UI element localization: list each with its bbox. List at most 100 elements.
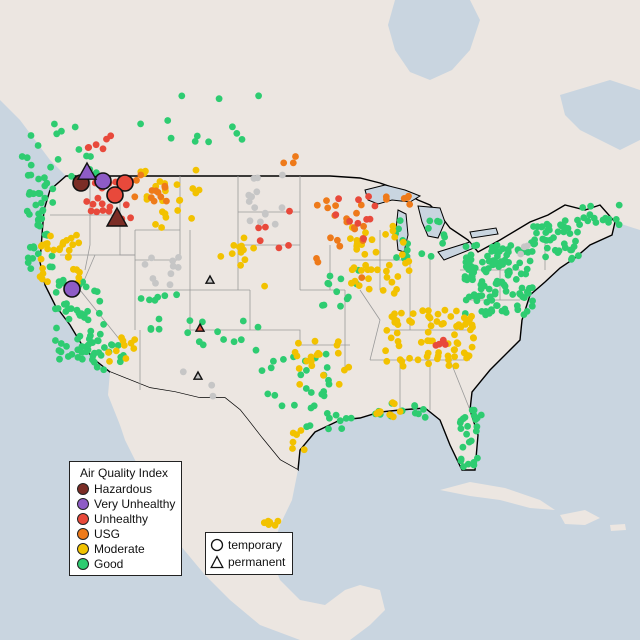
monitor-marker bbox=[336, 417, 344, 425]
monitor-marker bbox=[87, 153, 94, 160]
monitor-marker bbox=[35, 210, 42, 218]
monitor-marker bbox=[250, 244, 257, 252]
monitor-marker bbox=[415, 410, 422, 418]
usg-swatch bbox=[77, 528, 89, 540]
monitor-marker bbox=[332, 411, 340, 419]
monitor-marker bbox=[18, 153, 26, 160]
monitor-marker bbox=[252, 346, 260, 354]
monitor-marker bbox=[179, 368, 187, 376]
monitor-marker bbox=[154, 293, 162, 301]
monitor-marker bbox=[520, 243, 528, 251]
monitor-marker bbox=[137, 120, 145, 128]
monitor-marker bbox=[262, 223, 269, 231]
monitor-marker bbox=[176, 196, 184, 204]
monitor-marker bbox=[465, 352, 473, 360]
monitor-marker bbox=[238, 136, 246, 143]
monitor-marker bbox=[337, 302, 344, 310]
monitor-marker bbox=[289, 445, 296, 452]
monitor-marker bbox=[30, 190, 37, 198]
monitor-marker bbox=[34, 221, 42, 229]
monitor-marker bbox=[459, 415, 467, 423]
cuba-land bbox=[440, 482, 555, 510]
monitor-marker bbox=[255, 92, 262, 100]
monitor-marker bbox=[167, 270, 175, 278]
monitor-marker bbox=[229, 123, 236, 131]
monitor-marker bbox=[572, 237, 579, 245]
monitor-marker bbox=[332, 211, 340, 219]
monitor-marker bbox=[507, 242, 515, 249]
monitor-marker bbox=[560, 240, 568, 248]
monitor-marker bbox=[34, 216, 42, 224]
monitor-marker bbox=[24, 259, 32, 266]
monitor-marker bbox=[468, 312, 475, 320]
monitor-marker bbox=[39, 265, 46, 272]
monitor-marker bbox=[68, 172, 75, 180]
monitor-marker bbox=[271, 220, 279, 228]
monitor-marker bbox=[27, 132, 35, 139]
monitor-marker bbox=[167, 134, 175, 142]
monitor-marker bbox=[158, 224, 166, 231]
monitor-marker bbox=[34, 142, 42, 149]
legend-row-very-unhealthy: Very Unhealthy bbox=[77, 497, 175, 511]
monitor-marker bbox=[251, 204, 259, 212]
monitor-marker bbox=[389, 222, 397, 230]
monitor-marker bbox=[444, 352, 452, 360]
monitor-marker bbox=[484, 252, 491, 260]
legend-row-permanent: permanent bbox=[210, 554, 285, 570]
monitor-marker bbox=[90, 358, 98, 366]
monitor-marker bbox=[335, 380, 343, 388]
monitor-marker bbox=[105, 349, 112, 356]
monitor-marker bbox=[467, 326, 474, 334]
monitor-marker bbox=[53, 324, 60, 332]
monitor-marker bbox=[405, 267, 413, 274]
monitor-marker bbox=[325, 376, 332, 384]
monitor-marker bbox=[49, 185, 57, 193]
monitor-marker bbox=[155, 315, 163, 323]
monitor-marker bbox=[97, 351, 105, 359]
monitor-marker bbox=[355, 196, 362, 204]
monitor-marker bbox=[47, 163, 54, 171]
monitor-marker bbox=[156, 178, 164, 185]
monitor-marker bbox=[44, 245, 51, 253]
monitor-marker bbox=[122, 355, 130, 362]
monitor-marker bbox=[37, 199, 45, 207]
monitor-marker bbox=[391, 233, 399, 241]
monitor-marker bbox=[254, 174, 261, 182]
monitor-marker bbox=[46, 263, 54, 271]
monitor-marker bbox=[386, 411, 394, 419]
monitor-marker bbox=[209, 392, 217, 400]
legend-label-unhealthy: Unhealthy bbox=[94, 512, 149, 526]
monitor-marker bbox=[101, 344, 108, 351]
monitor-marker bbox=[383, 274, 391, 281]
monitor-marker bbox=[452, 362, 460, 370]
monitor-marker bbox=[346, 217, 353, 225]
monitor-marker bbox=[333, 288, 341, 296]
monitor-markers bbox=[18, 92, 623, 529]
monitor-marker bbox=[105, 206, 129, 227]
monitor-marker bbox=[255, 224, 262, 232]
monitor-marker bbox=[82, 283, 90, 291]
baja-land bbox=[108, 372, 162, 490]
monitor-marker bbox=[264, 390, 272, 398]
monitor-marker bbox=[530, 223, 537, 230]
monitor-marker bbox=[399, 362, 407, 370]
monitor-marker bbox=[48, 252, 56, 260]
monitor-marker bbox=[506, 269, 513, 277]
monitor-marker bbox=[275, 244, 283, 252]
monitor-marker bbox=[161, 182, 169, 190]
monitor-marker bbox=[368, 236, 376, 244]
monitor-marker bbox=[383, 267, 390, 275]
monitor-marker bbox=[605, 215, 613, 223]
monitor-marker bbox=[615, 201, 623, 209]
monitor-marker bbox=[99, 207, 107, 214]
monitor-marker bbox=[50, 246, 58, 254]
monitor-marker bbox=[289, 438, 297, 446]
monitor-marker bbox=[498, 307, 506, 315]
monitor-marker bbox=[54, 305, 62, 312]
monitor-marker bbox=[314, 258, 322, 266]
monitor-marker bbox=[580, 214, 588, 222]
monitor-marker bbox=[310, 402, 318, 410]
monitor-marker bbox=[345, 363, 353, 371]
monitor-marker bbox=[587, 202, 594, 210]
monitor-marker bbox=[453, 307, 460, 315]
